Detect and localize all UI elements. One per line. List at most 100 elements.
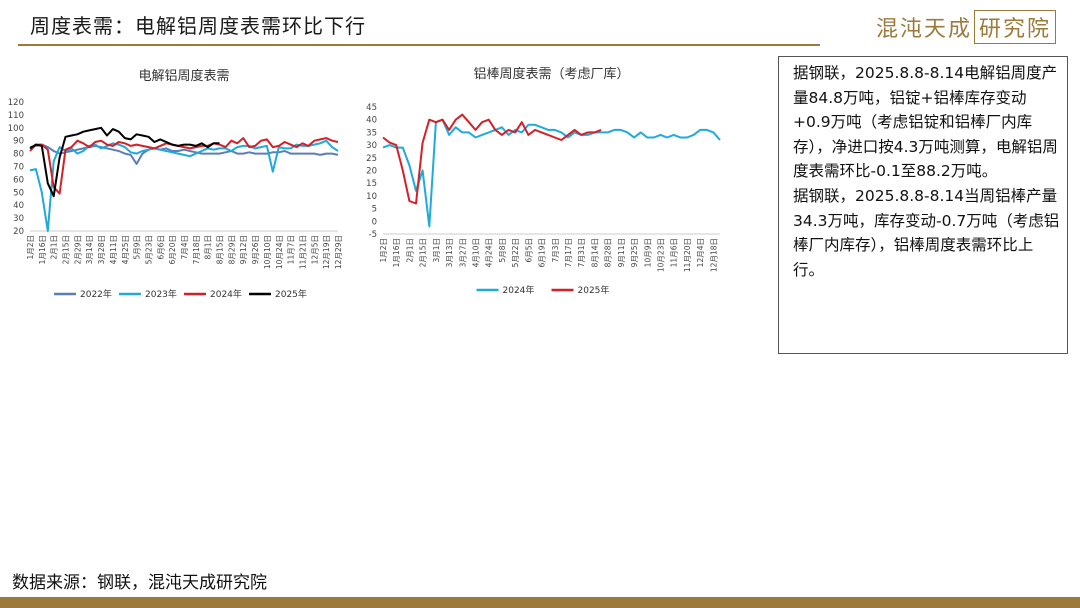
legend-label: 2024年 [503, 284, 535, 296]
company-logo: 混沌天成 研究院 [876, 10, 1056, 44]
series-line-2025年 [382, 113, 602, 205]
y-tick-label: 50 [13, 188, 24, 198]
commentary-para-1: 据钢联，2025.8.8-8.14电解铝周度产量84.8万吨，铝锭+铝棒库存变动… [793, 64, 1058, 181]
x-tick-label: 2月1日 [50, 235, 59, 260]
x-tick-label: 2月15日 [62, 235, 71, 264]
x-tick-label: 1月16日 [392, 238, 401, 267]
chart-title: 电解铝周度表需 [138, 68, 229, 84]
chart-title: 铝棒周度表需（考虑厂库） [473, 66, 629, 82]
x-tick-label: 9月26日 [251, 235, 260, 264]
chart-aluminum-weekly-demand: 电解铝周度表需 20 30 40 50 60 70 80 90 100 110 120 1月2日 1月16… [8, 68, 343, 300]
y-tick-label: 40 [366, 116, 377, 126]
y-tick-label: 20 [13, 227, 24, 237]
legend-label: 2025年 [578, 284, 610, 296]
commentary-box: 据钢联，2025.8.8-8.14电解铝周度产量84.8万吨，铝锭+铝棒库存变动… [778, 56, 1068, 354]
y-tick-label: 5 [372, 205, 377, 215]
x-tick-label: 10月24日 [275, 235, 284, 269]
y-tick-label: 120 [8, 98, 24, 108]
x-tick-label: 9月11日 [617, 238, 626, 267]
y-tick-label: 10 [366, 192, 377, 202]
x-tick-label: 12月18日 [709, 238, 718, 272]
series-line-2022年 [29, 143, 339, 165]
x-tick-label: 4月24日 [485, 238, 494, 267]
y-tick-label: 0 [372, 217, 377, 227]
x-tick-label: 4月11日 [109, 235, 118, 264]
x-tick-label: 6月19日 [538, 238, 547, 267]
series-line-2023年 [29, 139, 339, 232]
y-tick-label: 30 [366, 141, 377, 151]
x-tick-label: 2月15日 [419, 238, 428, 267]
legend-label: 2024年 [210, 288, 242, 300]
x-tick-label: 4月10日 [472, 238, 481, 267]
x-tick-label: 1月2日 [379, 238, 388, 263]
legend-label: 2025年 [275, 288, 307, 300]
x-tick-label: 8月15日 [216, 235, 225, 264]
legend-label: 2022年 [80, 288, 112, 300]
x-tick-label: 8月29日 [227, 235, 236, 264]
logo-text-box: 研究院 [973, 10, 1056, 44]
y-tick-label: 70 [13, 163, 24, 173]
x-tick-label: 6月6日 [156, 235, 165, 260]
series-line-2025年 [29, 126, 220, 198]
x-tick-label: 5月22日 [511, 238, 520, 267]
x-tick-label: 8月14日 [590, 238, 599, 267]
x-tick-label: 3月1日 [432, 238, 441, 263]
x-tick-label: 10月9日 [643, 238, 652, 267]
logo-text-main: 混沌天成 [875, 17, 972, 42]
x-tick-label: 1月16日 [38, 235, 47, 264]
x-tick-label: 12月19日 [322, 235, 331, 269]
y-tick-label: 45 [366, 103, 377, 113]
x-tick-label: 9月25日 [630, 238, 639, 267]
chart-aluminum-rod-weekly-demand: 铝棒周度表需（考虑厂库） -5 0 5 10 15 20 25 30 35 40 45 1月2日 1月16… [366, 66, 721, 296]
x-tick-label: 11月7日 [287, 235, 296, 264]
y-tick-label: 30 [13, 214, 24, 224]
x-tick-label: 5月8日 [498, 238, 507, 263]
x-tick-label: 12月4日 [696, 238, 705, 267]
y-tick-label: 40 [13, 201, 24, 211]
x-tick-label: 3月14日 [85, 235, 94, 264]
data-source-note: 数据来源：钢联，混沌天成研究院 [12, 573, 267, 593]
legend-label: 2023年 [145, 288, 177, 300]
x-tick-label: 4月25日 [121, 235, 130, 264]
y-tick-label: 20 [366, 167, 377, 177]
x-tick-label: 6月5日 [524, 238, 533, 263]
x-tick-label: 7月4日 [180, 235, 189, 260]
commentary-para-2: 据钢联，2025.8.8-8.14当周铝棒产量34.3万吨，库存变动-0.7万吨… [793, 186, 1060, 279]
x-tick-label: 6月20日 [168, 235, 177, 264]
x-tick-label: 3月27日 [458, 238, 467, 267]
y-tick-label: 25 [366, 154, 377, 164]
x-tick-label: 10月10日 [263, 235, 272, 269]
x-tick-label: 1月2日 [26, 235, 35, 260]
x-tick-label: 11月6日 [670, 238, 679, 267]
x-tick-label: 8月1日 [204, 235, 213, 260]
x-tick-label: 5月9日 [133, 235, 142, 260]
x-tick-label: 12月5日 [310, 235, 319, 264]
x-tick-label: 7月31日 [577, 238, 586, 267]
y-tick-label: 100 [8, 124, 24, 134]
x-tick-label: 7月18日 [192, 235, 201, 264]
x-tick-label: 5月23日 [144, 235, 153, 264]
y-tick-label: -5 [369, 230, 377, 240]
x-tick-label: 11月21日 [298, 235, 307, 269]
y-tick-label: 60 [13, 175, 24, 185]
x-tick-label: 9月12日 [239, 235, 248, 264]
x-tick-label: 2月1日 [405, 238, 414, 263]
x-tick-label: 2月29日 [73, 235, 82, 264]
y-tick-label: 35 [366, 128, 377, 138]
x-tick-label: 3月13日 [445, 238, 454, 267]
y-tick-label: 110 [8, 111, 24, 121]
y-tick-label: 90 [13, 137, 24, 147]
x-tick-label: 8月28日 [604, 238, 613, 267]
x-tick-label: 7月3日 [551, 238, 560, 263]
x-tick-label: 12月29日 [334, 235, 343, 269]
x-tick-label: 3月28日 [97, 235, 106, 264]
x-tick-label: 7月17日 [564, 238, 573, 267]
x-tick-label: 10月23日 [657, 238, 666, 272]
series-line-2024年 [29, 137, 339, 195]
y-tick-label: 80 [13, 150, 24, 160]
page-title: 周度表需：电解铝周度表需环比下行 [30, 14, 366, 38]
x-tick-label: 11月20日 [683, 238, 692, 272]
y-tick-label: 15 [366, 179, 377, 189]
bottom-bar [0, 597, 1080, 608]
header-divider [18, 44, 820, 46]
